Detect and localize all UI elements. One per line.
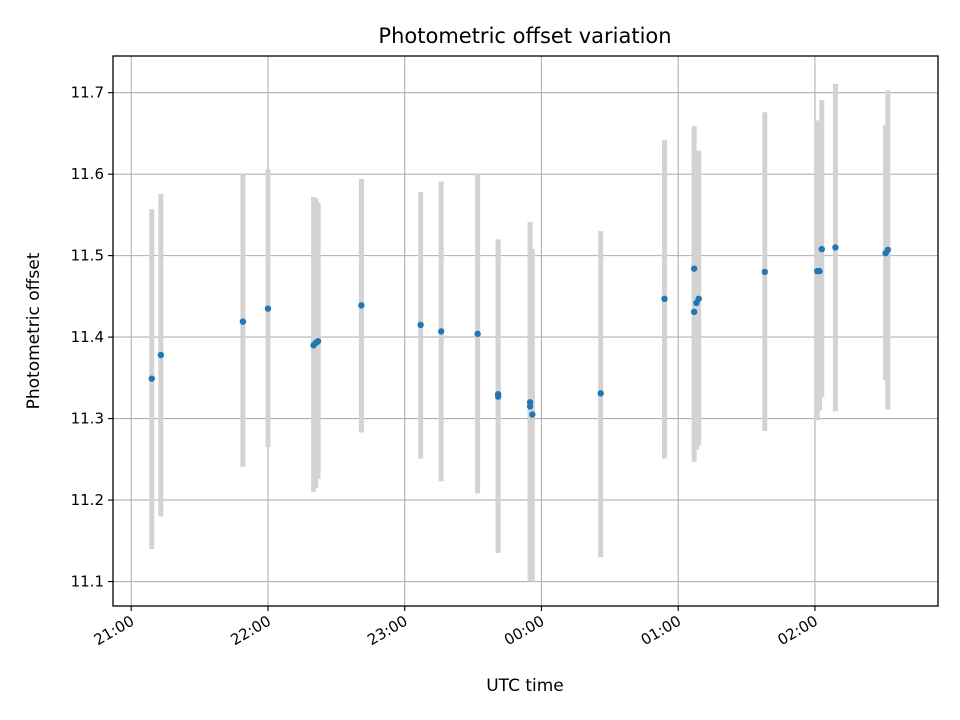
data-point — [474, 330, 481, 338]
data-point — [437, 328, 445, 335]
data-point — [264, 305, 272, 312]
data-point — [690, 265, 698, 272]
plot-area-background — [113, 56, 938, 606]
y-tick-label: 11.2 — [71, 491, 104, 509]
y-axis-ticks: 11.1 11.2 11.3 11.4 11.5 11.6 11.7 — [71, 84, 113, 591]
data-point — [314, 337, 322, 345]
data-point — [695, 295, 702, 303]
data-point — [816, 267, 823, 275]
data-point — [661, 295, 668, 303]
y-tick-label: 11.4 — [71, 328, 104, 346]
data-point — [417, 321, 424, 329]
data-point — [529, 411, 536, 418]
y-tick-label: 11.7 — [71, 84, 104, 102]
data-point — [818, 245, 825, 253]
data-point — [494, 393, 502, 400]
plot-frame — [112, 55, 939, 607]
y-tick-label: 11.1 — [71, 573, 104, 591]
data-point — [761, 268, 768, 276]
data-point — [690, 308, 698, 316]
data-point — [157, 351, 165, 359]
x-axis-title: UTC time — [486, 676, 564, 696]
chart-title: Photometric offset variation — [378, 24, 671, 48]
y-tick-label: 11.5 — [71, 247, 104, 265]
data-point — [358, 302, 365, 309]
y-tick-label: 11.3 — [71, 410, 104, 428]
data-point — [884, 246, 892, 254]
data-point — [239, 318, 247, 325]
data-markers — [148, 244, 892, 418]
data-point — [526, 403, 534, 410]
data-point — [597, 390, 604, 397]
y-tick-label: 11.6 — [71, 165, 104, 183]
data-point — [832, 244, 839, 251]
y-axis-title: Photometric offset — [24, 252, 44, 409]
data-point — [148, 375, 155, 382]
